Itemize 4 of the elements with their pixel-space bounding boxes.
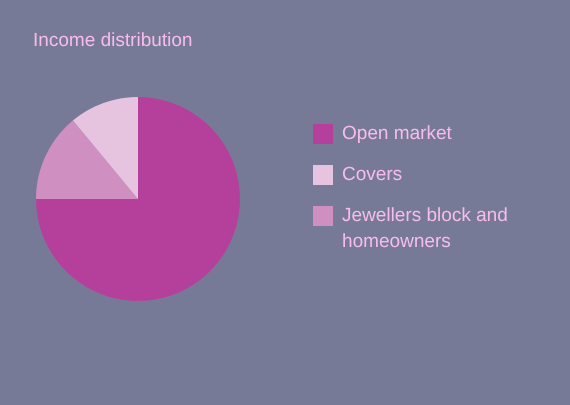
- legend-label: Open market: [342, 122, 452, 146]
- legend-label: Covers: [342, 163, 402, 187]
- legend-label: Jewellers block and homeowners: [342, 204, 509, 254]
- chart-title: Income distribution: [33, 30, 192, 52]
